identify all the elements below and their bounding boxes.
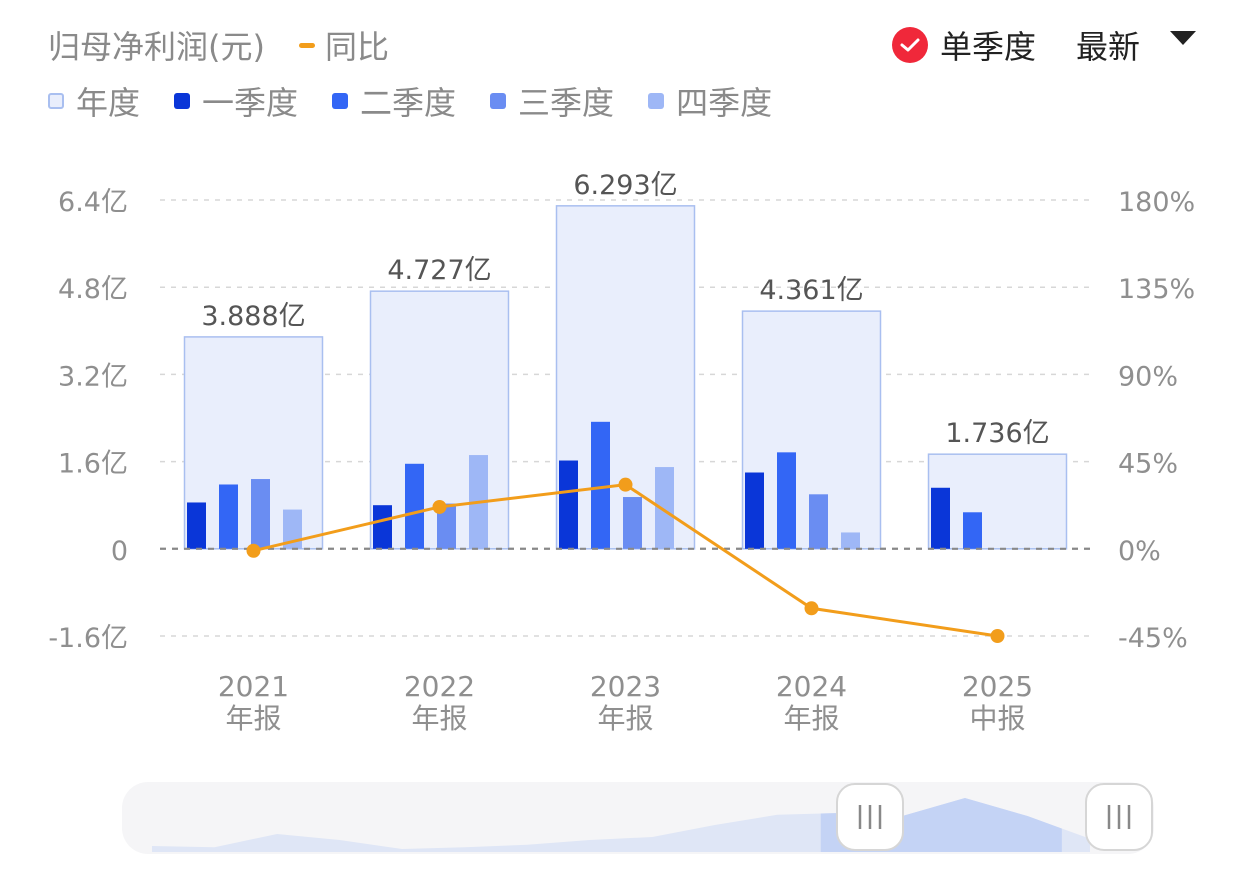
quarter-bar-q3 bbox=[623, 497, 642, 549]
y-left-tick-label: 1.6亿 bbox=[58, 449, 128, 480]
x-tick-label: 2021 bbox=[218, 670, 289, 703]
quarter-bar-q2 bbox=[777, 452, 796, 549]
annual-value-label: 4.727亿 bbox=[387, 255, 491, 286]
yoy-point bbox=[432, 499, 447, 514]
annual-value-label: 4.361亿 bbox=[759, 275, 863, 306]
chart-controls: 单季度 最新 bbox=[891, 22, 1196, 68]
legend-yoy[interactable]: 同比 bbox=[298, 22, 389, 68]
annual-bar bbox=[927, 453, 1068, 550]
chart-title: 归母净利润(元) bbox=[48, 28, 265, 66]
slider-handle-left[interactable] bbox=[836, 783, 904, 851]
quarter-bar-q3 bbox=[809, 494, 828, 549]
slider-handle-right[interactable] bbox=[1085, 783, 1153, 851]
sort-dropdown-value: 最新 bbox=[1075, 28, 1140, 66]
quarter-bar-q1 bbox=[931, 487, 950, 549]
y-left-tick-label: 0 bbox=[111, 536, 128, 567]
legend-label-annual: 年度 bbox=[76, 84, 141, 122]
quarter-bar-q1 bbox=[745, 472, 764, 549]
single-quarter-check-icon[interactable] bbox=[891, 27, 928, 63]
legend-item-q1[interactable]: 一季度 bbox=[174, 78, 298, 124]
y-left-tick-label: 6.4亿 bbox=[58, 187, 128, 218]
legend-item-q2[interactable]: 二季度 bbox=[332, 78, 456, 124]
legend-swatch-q2 bbox=[332, 93, 349, 109]
legend-swatch-q1 bbox=[174, 93, 191, 109]
dropdown-triangle-icon bbox=[1170, 31, 1196, 45]
yoy-point bbox=[246, 543, 261, 558]
single-quarter-toggle[interactable]: 单季度 bbox=[939, 28, 1036, 66]
y-left-tick-label: 3.2亿 bbox=[58, 361, 128, 392]
legend-label-q4: 四季度 bbox=[676, 84, 773, 122]
yoy-point bbox=[804, 601, 819, 616]
y-right-tick-label: 90% bbox=[1118, 361, 1178, 392]
yoy-line-swatch bbox=[298, 42, 315, 48]
legend-label-q1: 一季度 bbox=[202, 84, 299, 122]
series-legend: 年度 一季度 二季度 三季度 四季度 bbox=[48, 78, 806, 124]
y-right-tick-label: -45% bbox=[1118, 623, 1188, 654]
legend-label-q3: 三季度 bbox=[518, 84, 615, 122]
legend-swatch-q4 bbox=[648, 93, 665, 109]
x-tick-label: 年报 bbox=[597, 702, 653, 735]
annual-value-label: 6.293亿 bbox=[573, 170, 677, 201]
y-right-tick-label: 0% bbox=[1118, 536, 1161, 567]
y-right-tick-label: 180% bbox=[1118, 187, 1195, 218]
data-zoom-track[interactable] bbox=[122, 782, 1154, 854]
quarter-bar-q1 bbox=[559, 460, 578, 549]
annual-value-label: 3.888亿 bbox=[201, 301, 305, 332]
y-left-tick-label: -1.6亿 bbox=[48, 623, 128, 654]
legend-label-q2: 二季度 bbox=[360, 84, 457, 122]
yoy-point bbox=[618, 477, 633, 492]
quarter-bar-q4 bbox=[655, 467, 674, 549]
sort-dropdown[interactable]: 最新 bbox=[1076, 22, 1196, 68]
x-tick-label: 年报 bbox=[411, 702, 467, 735]
title-row: 归母净利润(元) 同比 bbox=[48, 22, 389, 68]
legend-item-annual[interactable]: 年度 bbox=[48, 78, 140, 124]
legend-item-q4[interactable]: 四季度 bbox=[648, 78, 772, 124]
quarter-bar-q3 bbox=[437, 503, 456, 549]
y-right-tick-label: 135% bbox=[1118, 274, 1195, 305]
x-tick-label: 2022 bbox=[404, 670, 475, 703]
x-tick-label: 2023 bbox=[590, 670, 661, 703]
x-tick-label: 年报 bbox=[225, 702, 281, 735]
quarter-bar-q2 bbox=[963, 512, 982, 549]
legend-item-q3[interactable]: 三季度 bbox=[490, 78, 614, 124]
quarter-bar-q3 bbox=[251, 479, 270, 549]
quarter-bar-q1 bbox=[187, 502, 206, 549]
quarter-bar-q4 bbox=[841, 532, 860, 549]
legend-swatch-annual bbox=[48, 93, 64, 109]
quarter-bar-q2 bbox=[219, 484, 238, 549]
yoy-point bbox=[990, 629, 1005, 643]
x-tick-label: 2024 bbox=[776, 670, 847, 703]
x-tick-label: 年报 bbox=[783, 702, 839, 735]
data-zoom-slider[interactable] bbox=[122, 782, 1154, 854]
y-left-tick-label: 4.8亿 bbox=[58, 274, 128, 305]
quarter-bar-q1 bbox=[373, 505, 392, 549]
quarter-bar-q2 bbox=[591, 421, 610, 549]
x-tick-label: 中报 bbox=[969, 702, 1025, 735]
quarter-bar-q2 bbox=[405, 463, 424, 549]
legend-swatch-q3 bbox=[490, 93, 507, 109]
x-tick-label: 2025 bbox=[962, 670, 1033, 703]
y-right-tick-label: 45% bbox=[1118, 449, 1178, 480]
annual-value-label: 1.736亿 bbox=[945, 418, 1049, 449]
legend-yoy-label: 同比 bbox=[324, 28, 389, 66]
